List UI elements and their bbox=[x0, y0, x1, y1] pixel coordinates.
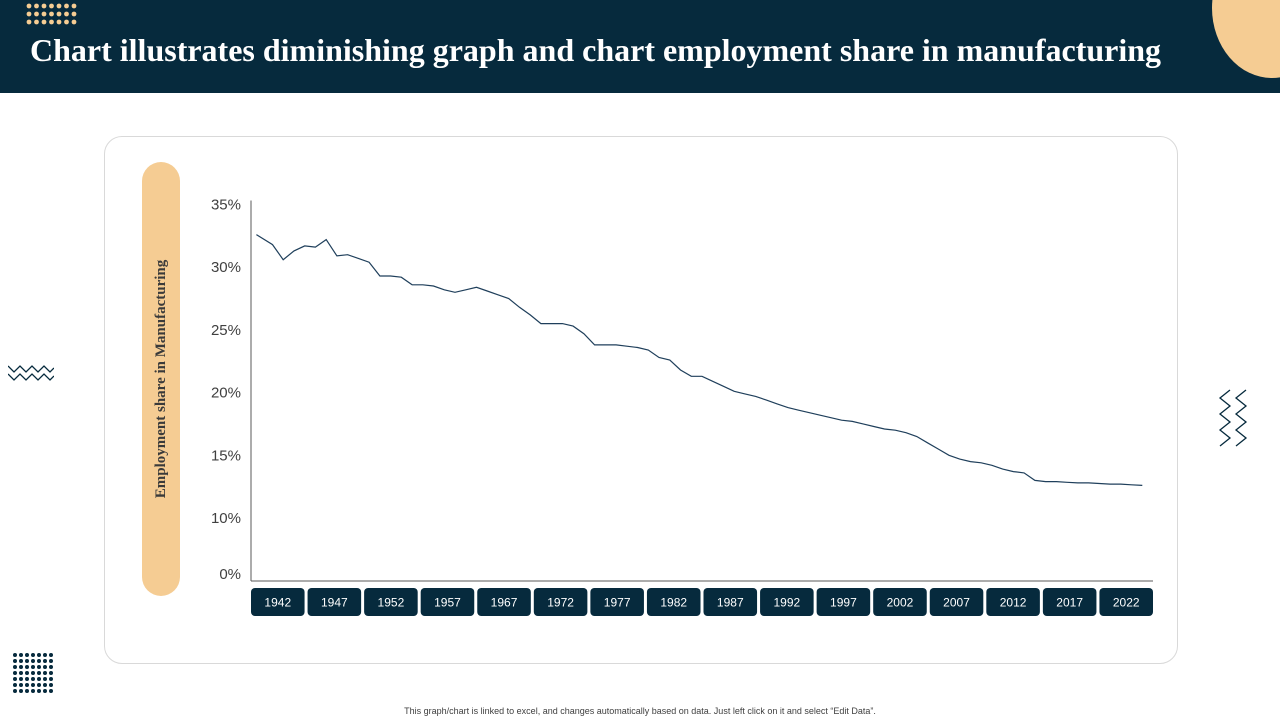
y-tick-label: 0% bbox=[219, 566, 241, 583]
x-tick: 1967 bbox=[477, 588, 531, 616]
x-tick-label: 2022 bbox=[1113, 596, 1140, 610]
x-tick-box bbox=[590, 588, 644, 616]
x-tick: 1947 bbox=[307, 588, 362, 616]
x-tick: 1972 bbox=[533, 588, 588, 616]
x-tick-label: 1977 bbox=[604, 596, 631, 610]
x-tick-box bbox=[703, 588, 758, 616]
x-tick-box bbox=[420, 588, 475, 616]
x-tick-label: 1972 bbox=[547, 596, 574, 610]
x-tick-label: 1982 bbox=[660, 596, 687, 610]
x-tick-label: 2012 bbox=[1000, 596, 1027, 610]
footer-note: This graph/chart is linked to excel, and… bbox=[404, 706, 876, 716]
x-tick: 1952 bbox=[364, 588, 418, 616]
x-tick-label: 1957 bbox=[434, 596, 461, 610]
x-tick-box bbox=[1042, 588, 1097, 616]
x-tick: 1957 bbox=[420, 588, 475, 616]
x-tick-box bbox=[929, 588, 984, 616]
x-tick-box bbox=[533, 588, 588, 616]
x-tick-box bbox=[364, 588, 418, 616]
x-tick: 1992 bbox=[760, 588, 814, 616]
chart-card bbox=[104, 136, 1178, 664]
x-tick: 2017 bbox=[1042, 588, 1097, 616]
x-tick: 1982 bbox=[646, 588, 701, 616]
page-title: Chart illustrates diminishing graph and … bbox=[30, 32, 1162, 68]
x-tick-label: 1942 bbox=[264, 596, 291, 610]
x-tick-box bbox=[873, 588, 927, 616]
x-tick-label: 1952 bbox=[378, 596, 405, 610]
zigzag-icon bbox=[8, 365, 54, 381]
y-tick-label: 25% bbox=[211, 322, 241, 339]
x-tick-box bbox=[646, 588, 701, 616]
series-line bbox=[256, 234, 1143, 486]
y-tick-label: 15% bbox=[211, 447, 241, 464]
x-tick-label: 2007 bbox=[943, 596, 970, 610]
x-tick-box bbox=[307, 588, 362, 616]
x-tick-label: 1997 bbox=[830, 596, 857, 610]
dot-grid-icon bbox=[26, 3, 77, 25]
x-tick-label: 1992 bbox=[773, 596, 800, 610]
x-tick-box bbox=[986, 588, 1040, 616]
x-tick-label: 2002 bbox=[887, 596, 914, 610]
x-tick-box bbox=[251, 588, 305, 616]
x-tick-label: 1947 bbox=[321, 596, 348, 610]
dot-grid-icon bbox=[13, 653, 53, 693]
x-tick-box bbox=[760, 588, 814, 616]
y-axis-label-pill bbox=[142, 162, 180, 596]
y-tick-label: 35% bbox=[211, 197, 241, 214]
y-tick-label: 30% bbox=[211, 259, 241, 276]
x-tick: 1977 bbox=[590, 588, 644, 616]
x-tick-label: 1967 bbox=[491, 596, 518, 610]
x-tick: 2012 bbox=[986, 588, 1040, 616]
y-tick-label: 10% bbox=[211, 510, 241, 527]
y-tick-label: 20% bbox=[211, 385, 241, 402]
x-tick-label: 1987 bbox=[717, 596, 744, 610]
x-tick: 1997 bbox=[816, 588, 871, 616]
x-tick-box bbox=[816, 588, 871, 616]
zigzag-vertical-icon bbox=[1218, 389, 1248, 447]
x-tick: 2022 bbox=[1099, 588, 1153, 616]
x-tick: 2002 bbox=[873, 588, 927, 616]
x-tick-label: 2017 bbox=[1056, 596, 1083, 610]
x-tick-box bbox=[1099, 588, 1153, 616]
x-tick: 2007 bbox=[929, 588, 984, 616]
header-bar: Chart illustrates diminishing graph and … bbox=[0, 0, 1280, 93]
x-tick: 1987 bbox=[703, 588, 758, 616]
x-tick-box bbox=[477, 588, 531, 616]
x-tick: 1942 bbox=[251, 588, 305, 616]
